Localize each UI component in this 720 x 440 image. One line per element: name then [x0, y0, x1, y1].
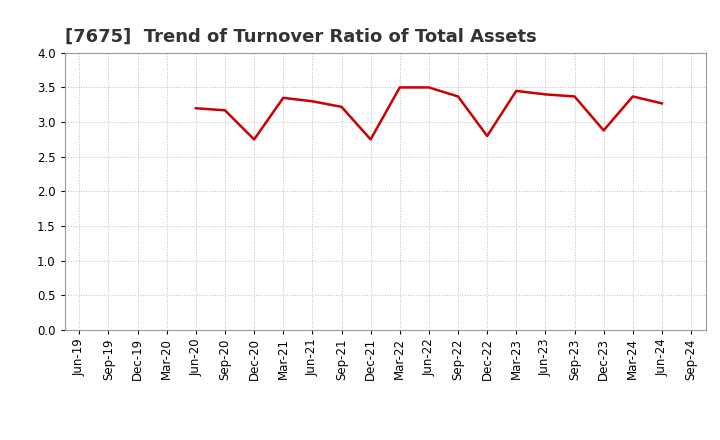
- Text: [7675]  Trend of Turnover Ratio of Total Assets: [7675] Trend of Turnover Ratio of Total …: [65, 28, 536, 46]
